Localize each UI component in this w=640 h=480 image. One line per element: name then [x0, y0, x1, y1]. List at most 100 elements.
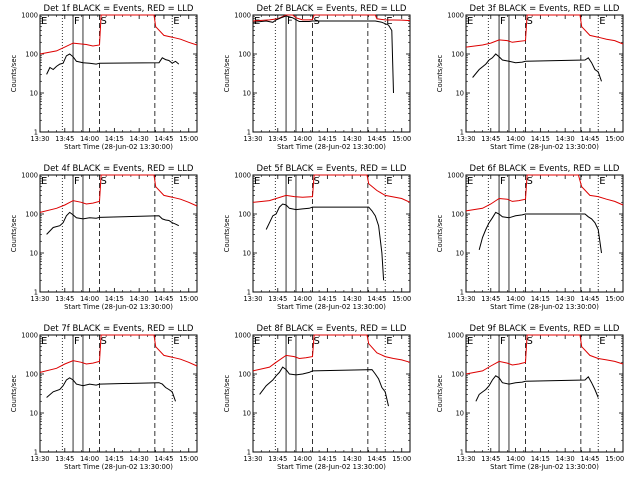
y-tick-label: 10 [30, 90, 38, 98]
x-tick-label: 13:45 [481, 135, 500, 143]
x-tick-label: 14:30 [343, 135, 362, 143]
x-tick-label: 13:30 [243, 455, 262, 463]
y-tick-label: 1 [34, 449, 38, 457]
y-tick-label: 1000 [447, 12, 464, 20]
x-tick-label: 14:15 [318, 295, 337, 303]
y-tick-label: 10 [243, 90, 251, 98]
y-tick-label: 100 [451, 371, 464, 379]
x-axis-label: Start Time (28-Jun-02 13:30:00) [64, 303, 173, 311]
y-tick-label: 1 [247, 129, 251, 137]
lld-series-line [39, 334, 198, 373]
x-tick-label: 13:30 [456, 135, 475, 143]
marker-label: F [500, 336, 506, 347]
x-tick-label: 14:15 [531, 455, 550, 463]
panel-title: Det 7f BLACK = Events, RED = LLD [44, 324, 194, 334]
x-tick-label: 14:30 [130, 135, 149, 143]
y-tick-label: 10 [456, 250, 464, 258]
panel-title: Det 5f BLACK = Events, RED = LLD [257, 164, 407, 174]
panel-title: Det 3f BLACK = Events, RED = LLD [470, 4, 620, 14]
y-tick-label: 10 [243, 250, 251, 258]
y-tick-label: 1 [247, 449, 251, 457]
x-tick-label: 13:30 [243, 135, 262, 143]
panel-det-4f: Det 4f BLACK = Events, RED = LLD 1 10 100 10… [10, 164, 198, 311]
y-tick-label: 100 [25, 51, 38, 59]
panel-det-6f: Det 6f BLACK = Events, RED = LLD 1 10 100 10… [436, 164, 624, 311]
x-tick-label: 13:45 [55, 295, 74, 303]
x-tick-label: 15:00 [392, 295, 411, 303]
x-axis-label: Start Time (28-Jun-02 13:30:00) [490, 463, 599, 471]
marker-label: E [467, 336, 473, 347]
x-tick-label: 15:00 [179, 455, 198, 463]
x-tick-label: 14:45 [154, 135, 173, 143]
x-axis-label: Start Time (28-Jun-02 13:30:00) [277, 143, 386, 151]
x-tick-label: 15:00 [605, 455, 624, 463]
x-axis-label: Start Time (28-Jun-02 13:30:00) [277, 303, 386, 311]
y-tick-label: 1000 [447, 332, 464, 340]
x-tick-label: 14:30 [130, 455, 149, 463]
x-tick-label: 13:45 [481, 455, 500, 463]
lld-series-line [252, 174, 411, 203]
x-tick-label: 14:15 [531, 295, 550, 303]
x-axis-label: Start Time (28-Jun-02 13:30:00) [490, 143, 599, 151]
panel-title: Det 6f BLACK = Events, RED = LLD [470, 164, 620, 174]
marker-label: S [100, 16, 106, 27]
lld-series-line [39, 174, 198, 213]
x-tick-label: 14:15 [531, 135, 550, 143]
y-tick-label: 100 [25, 211, 38, 219]
x-tick-label: 14:00 [506, 455, 525, 463]
y-tick-label: 100 [238, 51, 251, 59]
marker-label: E [386, 336, 392, 347]
panel-title: Det 1f BLACK = Events, RED = LLD [44, 4, 194, 14]
marker-label: E [173, 176, 179, 187]
y-axis-label: Counts/sec [10, 55, 18, 93]
events-series-line [46, 211, 180, 235]
marker-label: E [467, 176, 473, 187]
events-series-line [46, 53, 180, 75]
panel-det-1f: Det 1f BLACK = Events, RED = LLD 1 10 100 10… [10, 4, 198, 151]
x-tick-label: 14:30 [343, 295, 362, 303]
events-series-line [46, 377, 176, 402]
events-series-line [259, 366, 389, 407]
y-axis-label: Counts/sec [10, 215, 18, 253]
marker-label: E [41, 336, 47, 347]
y-axis-label: Counts/sec [436, 55, 444, 93]
x-tick-label: 15:00 [179, 295, 198, 303]
x-tick-label: 14:00 [293, 455, 312, 463]
x-tick-label: 14:15 [105, 295, 124, 303]
marker-label: F [74, 176, 80, 187]
y-tick-label: 1000 [447, 172, 464, 180]
y-tick-label: 1 [247, 289, 251, 297]
marker-label: F [500, 176, 506, 187]
x-tick-label: 14:45 [580, 295, 599, 303]
y-tick-label: 1 [460, 129, 464, 137]
x-tick-label: 13:45 [268, 455, 287, 463]
marker-label: E [173, 336, 179, 347]
x-axis-label: Start Time (28-Jun-02 13:30:00) [64, 463, 173, 471]
x-tick-label: 14:15 [318, 455, 337, 463]
marker-label: F [287, 16, 293, 27]
x-tick-label: 14:00 [80, 135, 99, 143]
y-tick-label: 1000 [234, 172, 251, 180]
marker-label: S [100, 176, 106, 187]
y-axis-label: Counts/sec [436, 215, 444, 253]
y-tick-label: 10 [30, 410, 38, 418]
events-series-line [265, 203, 385, 281]
x-axis-label: Start Time (28-Jun-02 13:30:00) [64, 143, 173, 151]
y-tick-label: 1000 [21, 332, 38, 340]
x-tick-label: 14:15 [105, 135, 124, 143]
x-tick-label: 13:45 [481, 295, 500, 303]
panel-det-8f: Det 8f BLACK = Events, RED = LLD 1 10 100 10… [223, 324, 411, 471]
y-tick-label: 1 [460, 289, 464, 297]
x-tick-label: 13:30 [456, 455, 475, 463]
y-tick-label: 1000 [21, 172, 38, 180]
marker-label: E [599, 16, 605, 27]
lld-series-line [39, 14, 198, 55]
x-tick-label: 14:00 [293, 295, 312, 303]
panel-det-2f: Det 2f BLACK = Events, RED = LLD 1 10 100 10… [223, 4, 411, 151]
marker-label: S [526, 176, 532, 187]
x-tick-label: 13:30 [456, 295, 475, 303]
marker-label: E [467, 16, 473, 27]
x-tick-label: 14:00 [80, 455, 99, 463]
events-series-line [478, 211, 602, 254]
panel-title: Det 4f BLACK = Events, RED = LLD [44, 164, 194, 174]
